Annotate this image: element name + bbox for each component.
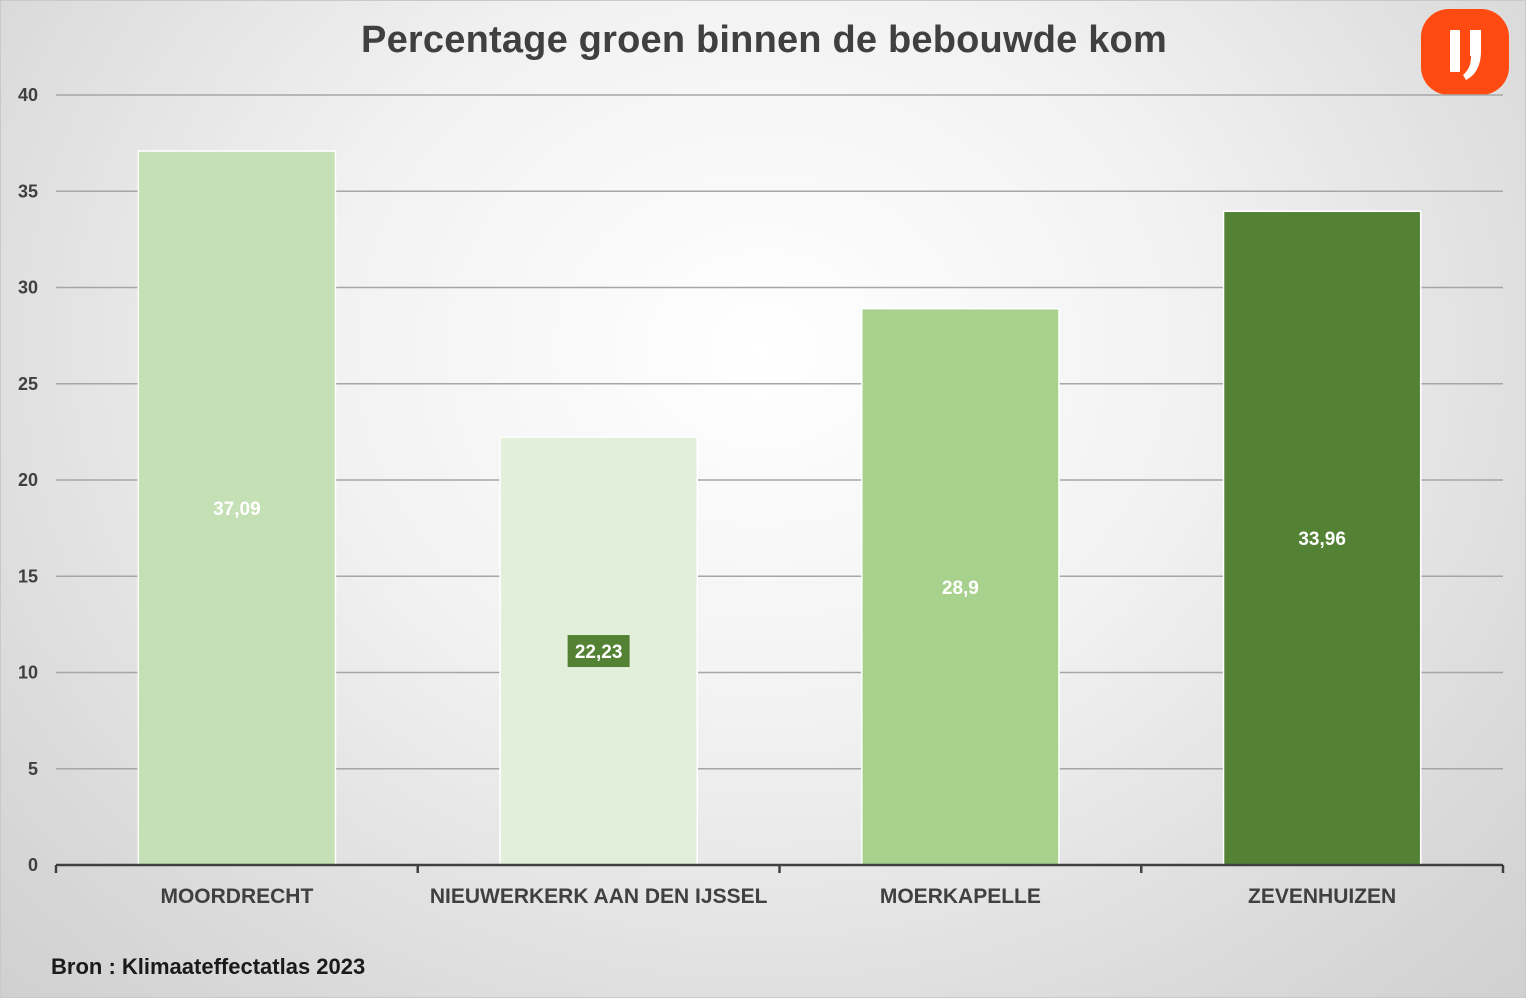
bar <box>137 150 337 866</box>
ij-logo-icon <box>1421 9 1509 95</box>
x-axis <box>54 863 1505 873</box>
y-tick-label: 5 <box>28 759 38 779</box>
x-tick-label: MOORDRECHT <box>160 885 313 908</box>
bar <box>861 307 1060 866</box>
bar <box>1222 210 1422 866</box>
data-label-box <box>567 635 630 668</box>
data-label: 33,96 <box>1298 529 1346 550</box>
data-labels: 37,09 22,23 28,9 33,96 <box>213 499 1346 668</box>
x-tick-label: ZEVENHUIZEN <box>1248 885 1396 908</box>
bars <box>137 150 1422 866</box>
x-axis-ticks: MOORDRECHT NIEUWERKERK AAN DEN IJSSEL MOER… <box>160 885 1396 908</box>
y-tick-label: 40 <box>18 85 38 105</box>
y-axis-ticks: 0 5 10 15 20 25 30 35 40 <box>18 85 38 875</box>
source-note: Bron : Klimaateffectatlas 2023 <box>51 954 366 979</box>
y-tick-label: 35 <box>18 181 38 201</box>
y-tick-label: 10 <box>18 663 38 683</box>
logo-glyph <box>1450 30 1481 80</box>
data-label: 37,09 <box>213 499 261 520</box>
y-tick-label: 15 <box>18 566 38 586</box>
y-tick-label: 30 <box>18 278 38 298</box>
data-label: 22,23 <box>575 642 623 663</box>
x-tick-label: NIEUWERKERK AAN DEN IJSSEL <box>430 885 768 908</box>
data-label: 28,9 <box>942 578 979 599</box>
x-tick-label: MOERKAPELLE <box>880 885 1041 908</box>
y-tick-label: 20 <box>18 470 38 490</box>
chart-title: Percentage groen binnen de bebouwde kom <box>361 19 1167 61</box>
y-tick-label: 0 <box>28 855 38 875</box>
y-tick-label: 25 <box>18 374 38 394</box>
